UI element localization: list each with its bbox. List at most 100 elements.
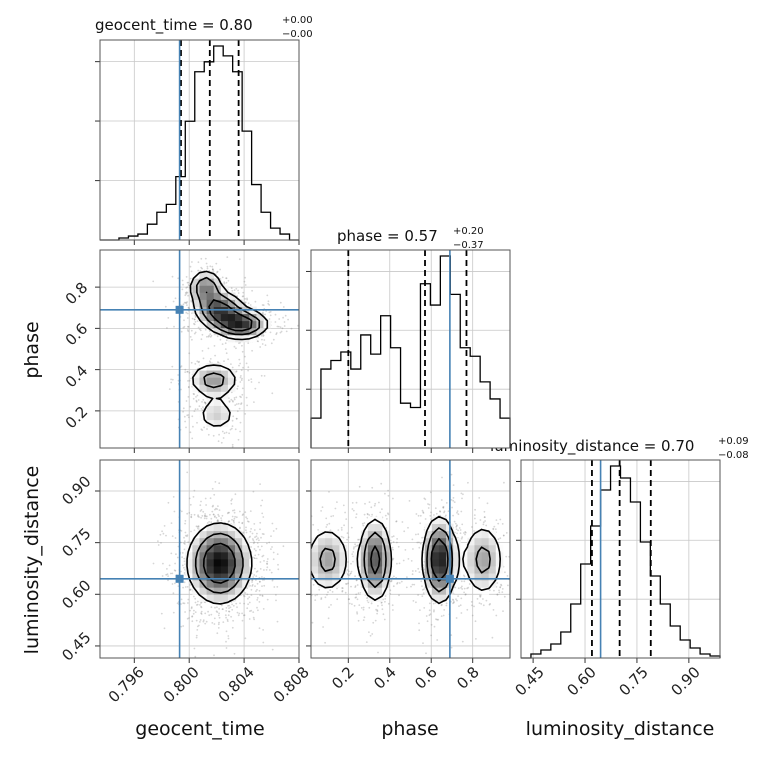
scatter-geocent-time-vs-phase-density-cell [213, 327, 222, 336]
scatter-geocent-time-vs-luminosity-distance-point [249, 535, 252, 538]
scatter-geocent-time-vs-luminosity-distance-point [183, 581, 186, 584]
scatter-phase-vs-luminosity-distance-density-cell [325, 573, 333, 581]
scatter-phase-vs-luminosity-distance-point [361, 522, 364, 525]
scatter-geocent-time-vs-phase-point [267, 300, 270, 303]
scatter-geocent-time-vs-luminosity-distance-point [186, 471, 189, 474]
scatter-phase-vs-luminosity-distance-density-cell [474, 573, 482, 581]
scatter-geocent-time-vs-phase-point [214, 354, 217, 357]
scatter-phase-vs-luminosity-distance-point [348, 574, 351, 577]
scatter-geocent-time-vs-luminosity-distance-point [190, 607, 193, 610]
scatter-geocent-time-vs-luminosity-distance-point [176, 602, 179, 605]
scatter-geocent-time-vs-phase-point [183, 319, 185, 322]
scatter-phase-vs-luminosity-distance-point [418, 546, 421, 549]
scatter-geocent-time-vs-luminosity-distance-point [254, 567, 256, 570]
scatter-phase-vs-luminosity-distance-point [337, 529, 340, 532]
title-geocent-time-main: geocent_time = 0.80 [95, 16, 253, 35]
scatter-geocent-time-vs-luminosity-distance-point [196, 629, 199, 631]
scatter-geocent-time-vs-luminosity-distance-density-cell [185, 551, 193, 560]
scatter-phase-vs-luminosity-distance-point [462, 574, 465, 577]
scatter-geocent-time-vs-phase-density-cell [199, 391, 208, 399]
scatter-phase-vs-luminosity-distance-point [356, 611, 358, 613]
scatter-phase-vs-luminosity-distance-point [498, 589, 500, 592]
scatter-geocent-time-vs-phase-contour-1 [196, 276, 261, 389]
scatter-geocent-time-vs-phase-density-cell [235, 313, 243, 322]
scatter-phase-vs-luminosity-distance-point [398, 594, 400, 597]
scatter-phase-vs-luminosity-distance-density-cell [360, 573, 369, 581]
scatter-phase-vs-luminosity-distance-density-cell [460, 544, 468, 553]
scatter-geocent-time-vs-phase-point [198, 328, 201, 331]
scatter-geocent-time-vs-phase-point [229, 428, 232, 431]
scatter-phase-vs-luminosity-distance-point [458, 605, 460, 607]
scatter-geocent-time-vs-luminosity-distance-point [271, 546, 273, 548]
scatter-geocent-time-vs-phase-point [184, 420, 187, 423]
scatter-geocent-time-vs-luminosity-distance-density-cell [213, 580, 222, 588]
scatter-geocent-time-vs-luminosity-distance-point [221, 514, 224, 517]
scatter-phase-vs-luminosity-distance-point [334, 507, 337, 510]
scatter-phase-vs-luminosity-distance-density-cell [453, 566, 461, 574]
scatter-geocent-time-vs-luminosity-distance-density-cell [235, 573, 243, 581]
scatter-geocent-time-vs-phase-point [235, 403, 238, 405]
scatter-geocent-time-vs-luminosity-distance-point [266, 560, 269, 563]
scatter-phase-vs-luminosity-distance-point [387, 494, 390, 497]
scatter-geocent-time-vs-luminosity-distance-point [184, 611, 187, 613]
scatter-phase-vs-luminosity-distance-density-cell [467, 551, 475, 560]
scatter-geocent-time-vs-luminosity-distance-point [195, 619, 198, 622]
scatter-geocent-time-vs-luminosity-distance-point [263, 569, 265, 571]
scatter-phase-vs-luminosity-distance-point [341, 590, 344, 593]
scatter-geocent-time-vs-luminosity-distance-point [222, 621, 225, 623]
scatter-phase-vs-luminosity-distance-point [419, 514, 422, 517]
scatter-phase-vs-luminosity-distance-point [317, 529, 319, 531]
scatter-phase-vs-luminosity-distance-point [356, 612, 359, 615]
scatter-geocent-time-vs-phase-point [235, 371, 237, 373]
scatter-geocent-time-vs-luminosity-distance-point [271, 522, 274, 525]
scatter-geocent-time-vs-luminosity-distance-point [193, 647, 196, 650]
scatter-geocent-time-vs-luminosity-distance-point [210, 517, 213, 520]
scatter-geocent-time-vs-phase-point [193, 323, 196, 326]
scatter-phase-vs-luminosity-distance-point [495, 519, 498, 521]
scatter-geocent-time-vs-luminosity-distance-point [210, 606, 213, 609]
scatter-geocent-time-vs-luminosity-distance-contour-2 [202, 542, 236, 584]
scatter-geocent-time-vs-phase-density-cell [227, 377, 236, 385]
scatter-phase-vs-luminosity-distance-point [350, 570, 353, 573]
scatter-geocent-time-vs-phase-point [235, 370, 238, 373]
scatter-phase-vs-luminosity-distance-point [464, 531, 467, 533]
scatter-geocent-time-vs-luminosity-distance-point [208, 614, 211, 617]
scatter-phase-vs-luminosity-distance-point [485, 524, 488, 527]
scatter-geocent-time-vs-luminosity-distance-point [247, 603, 250, 606]
scatter-geocent-time-vs-phase-density-cell [220, 370, 229, 378]
scatter-phase-vs-luminosity-distance-density-cell [481, 537, 490, 546]
scatter-phase-vs-luminosity-distance-point [328, 606, 330, 609]
scatter-geocent-time-vs-phase-point [197, 399, 200, 401]
scatter-phase-vs-luminosity-distance-point [451, 598, 454, 601]
scatter-geocent-time-vs-phase-density-cell [256, 320, 264, 329]
scatter-geocent-time-vs-luminosity-distance-point [258, 580, 261, 583]
scatter-geocent-time-vs-phase-point [187, 325, 189, 328]
scatter-phase-vs-luminosity-distance-point [352, 555, 354, 558]
scatter-phase-vs-luminosity-distance-point [463, 591, 465, 594]
scatter-phase-vs-luminosity-distance-point [429, 514, 432, 517]
scatter-phase-vs-luminosity-distance-point [463, 575, 466, 578]
scatter-geocent-time-vs-phase-density-cell [256, 327, 264, 336]
scatter-geocent-time-vs-phase-point [224, 342, 227, 345]
scatter-geocent-time-vs-luminosity-distance-point [230, 499, 233, 502]
scatter-geocent-time-vs-luminosity-distance-point [227, 614, 230, 617]
scatter-geocent-time-vs-phase-point [206, 265, 209, 268]
scatter-phase-vs-luminosity-distance-point [497, 538, 500, 541]
scatter-geocent-time-vs-luminosity-distance-point [183, 548, 186, 551]
scatter-phase-vs-luminosity-distance-point [457, 595, 459, 597]
scatter-geocent-time-vs-luminosity-distance-point [168, 564, 171, 567]
scatter-phase-vs-luminosity-distance-point [314, 599, 317, 601]
scatter-geocent-time-vs-phase-density-cell [242, 320, 250, 329]
scatter-geocent-time-vs-phase-point [188, 371, 191, 374]
scatter-geocent-time-vs-phase-point [254, 300, 257, 303]
scatter-geocent-time-vs-luminosity-distance-point [261, 499, 264, 502]
scatter-phase-vs-luminosity-distance-point [483, 510, 486, 513]
scatter-geocent-time-vs-phase-point [236, 295, 239, 297]
scatter-geocent-time-vs-luminosity-distance-point [231, 608, 234, 611]
scatter-geocent-time-vs-luminosity-distance-point [272, 551, 275, 554]
scatter-phase-vs-luminosity-distance-point [392, 548, 394, 551]
scatter-phase-vs-luminosity-distance-point [450, 473, 453, 476]
scatter-phase-vs-luminosity-distance-point [376, 610, 379, 613]
scatter-geocent-time-vs-luminosity-distance-point [217, 627, 220, 629]
scatter-geocent-time-vs-luminosity-distance-point [160, 542, 162, 544]
